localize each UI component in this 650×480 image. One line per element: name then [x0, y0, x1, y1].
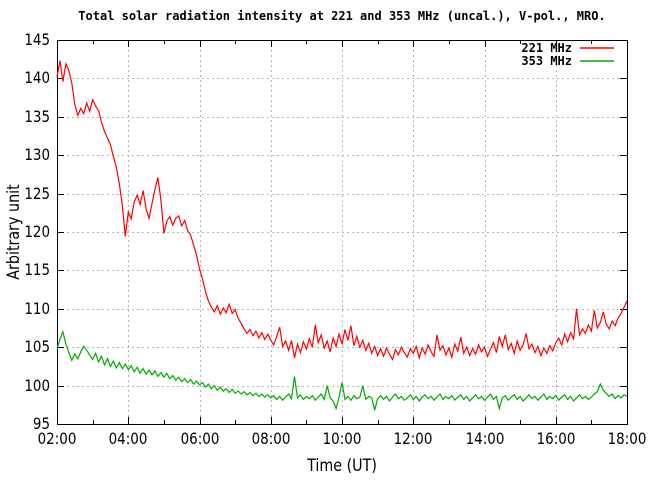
- y-tick-label-110: 110: [24, 298, 50, 318]
- x-axis-label: Time (UT): [307, 456, 377, 476]
- y-tick-label-135: 135: [24, 106, 50, 126]
- legend-row-353mhz: 353 MHz: [521, 55, 614, 67]
- x-tick-label-0400: 04:00: [108, 429, 148, 448]
- x-tick-label-1000: 10:00: [322, 429, 362, 448]
- y-tick-label-125: 125: [24, 183, 50, 203]
- x-tick-label-1600: 16:00: [536, 429, 576, 448]
- y-tick-label-105: 105: [24, 337, 50, 357]
- legend-label-353mhz: 353 MHz: [521, 54, 572, 68]
- x-tick-label-1800: 18:00: [607, 429, 647, 448]
- series-line-353-mhz: [56, 329, 628, 411]
- y-axis-label: Arbitrary unit: [4, 184, 24, 280]
- y-tick-label-145: 145: [24, 30, 50, 49]
- x-tick-label-1400: 14:00: [465, 429, 504, 448]
- y-tick-label-130: 130: [24, 145, 50, 165]
- legend: 221 MHz 353 MHz: [521, 42, 614, 67]
- y-tick-label-95: 95: [32, 414, 50, 433]
- chart-title: Total solar radiation intensity at 221 a…: [78, 9, 606, 23]
- y-tick-label-100: 100: [24, 375, 50, 395]
- y-tick-label-120: 120: [24, 222, 50, 241]
- legend-row-221mhz: 221 MHz: [521, 42, 614, 54]
- legend-swatch-221mhz: [580, 47, 614, 49]
- x-tick-label-0200: 02:00: [37, 429, 77, 448]
- x-tick-label-1200: 12:00: [393, 429, 433, 448]
- x-tick-label-0600: 06:00: [180, 429, 219, 448]
- y-tick-label-115: 115: [24, 260, 50, 280]
- legend-swatch-353mhz: [580, 60, 614, 62]
- y-tick-label-140: 140: [24, 68, 50, 88]
- x-tick-label-0800: 08:00: [251, 429, 291, 448]
- legend-label-221mhz: 221 MHz: [521, 41, 572, 55]
- series-line-221-mhz: [56, 60, 628, 362]
